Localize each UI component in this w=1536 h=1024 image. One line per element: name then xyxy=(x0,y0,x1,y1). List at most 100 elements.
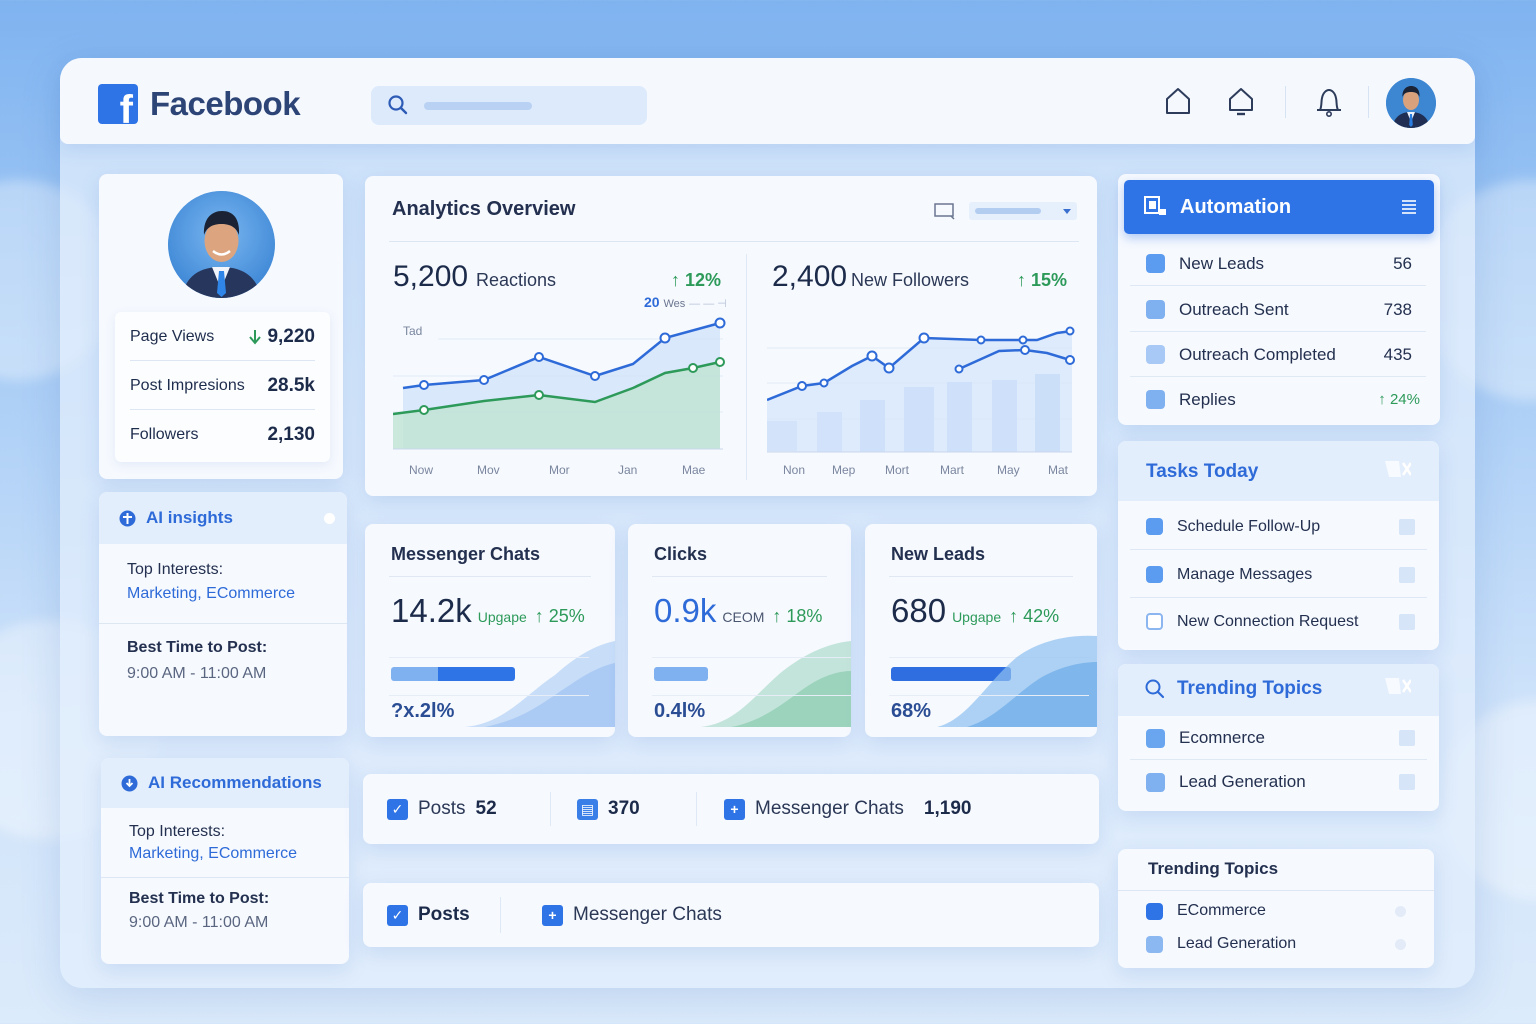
bell-icon[interactable] xyxy=(1314,86,1344,118)
checkbox-checked-icon[interactable] xyxy=(1146,935,1163,953)
close-icon[interactable] xyxy=(1385,461,1411,477)
ai-insights-header[interactable]: AI insights xyxy=(99,492,347,544)
task-item[interactable]: Manage Messages xyxy=(1130,551,1427,598)
automation-header[interactable]: Automation xyxy=(1124,180,1434,234)
x-tick: Mor xyxy=(549,463,570,477)
divider xyxy=(389,695,589,696)
card-title: Analytics Overview xyxy=(392,198,576,220)
trending-item[interactable]: ECommerce xyxy=(1130,896,1422,926)
row-value: 738 xyxy=(1383,299,1412,319)
divider xyxy=(101,877,349,878)
task-item[interactable]: Schedule Follow-Up xyxy=(1130,503,1427,550)
row-label: Replies xyxy=(1179,389,1236,409)
message-icon xyxy=(1146,566,1163,583)
top-interests-value[interactable]: Marketing, ECommerce xyxy=(127,585,296,602)
chats-label: Messenger Chats xyxy=(755,798,904,819)
date-range-dropdown[interactable] xyxy=(969,202,1077,220)
stat-post-impressions[interactable]: Post Impresions 28.5k xyxy=(130,361,315,410)
divider xyxy=(889,657,1089,658)
quick-posts-button[interactable]: ✓ Posts xyxy=(387,904,470,926)
home-icon[interactable] xyxy=(1164,86,1192,116)
close-icon[interactable] xyxy=(1385,678,1411,694)
profile-stats: Page Views 9,220 Post Impresions 28.5k F… xyxy=(115,312,330,462)
chart-annotation: 20 Wes — — ⊣ xyxy=(644,294,727,310)
profile-avatar[interactable] xyxy=(168,191,275,298)
edit-icon[interactable] xyxy=(1399,518,1415,535)
search-icon xyxy=(388,95,408,115)
divider xyxy=(550,792,551,826)
trending-item[interactable]: Lead Generation xyxy=(1130,760,1427,804)
stat-value: 9,220 xyxy=(267,325,315,347)
topic-label: ECommerce xyxy=(1177,902,1266,919)
summary-posts[interactable]: ✓ Posts 52 xyxy=(387,798,497,820)
reactions-label: Reactions xyxy=(476,270,557,290)
best-time-label: Best Time to Post: xyxy=(129,890,270,907)
divider xyxy=(1130,376,1426,377)
row-value: 56 xyxy=(1393,253,1412,273)
checkbox-empty-icon[interactable] xyxy=(1146,613,1163,630)
divider xyxy=(889,576,1073,577)
posts-value: 52 xyxy=(475,798,497,819)
divider xyxy=(652,657,851,658)
tasks-today-card: Tasks Today Schedule Follow-Up Manage Me… xyxy=(1118,441,1439,650)
posts-label: Posts xyxy=(418,904,470,925)
ai-recommendations-header[interactable]: AI Recommendations xyxy=(101,758,349,808)
divider xyxy=(889,695,1089,696)
metric-card-new-leads[interactable]: New Leads 680 Upgape ↑ 42% 68% xyxy=(865,524,1097,737)
automation-row-replies[interactable]: Replies ↑ 24% xyxy=(1130,377,1426,422)
summary-messenger-chats[interactable]: + Messenger Chats 1,190 xyxy=(724,798,971,820)
tasks-header[interactable]: Tasks Today xyxy=(1118,441,1439,501)
search-input[interactable] xyxy=(371,86,647,125)
automation-row-outreach-completed[interactable]: Outreach Completed 435 xyxy=(1130,332,1426,377)
metric-value: 680 Upgape ↑ 42% xyxy=(891,592,1060,629)
brain-icon xyxy=(119,510,136,526)
top-interests-label: Top Interests: xyxy=(127,561,224,578)
task-item[interactable]: New Connection Request xyxy=(1130,598,1427,645)
metric-card-messenger-chats[interactable]: Messenger Chats 14.2k Upgape ↑ 25% ?x.2l% xyxy=(365,524,615,737)
reactions-line-chart[interactable] xyxy=(393,306,733,454)
metric-card-clicks[interactable]: Clicks 0.9k CEOM ↑ 18% 0.4l% xyxy=(628,524,851,737)
automation-row-new-leads[interactable]: New Leads 56 xyxy=(1130,241,1426,286)
top-bar: f Facebook xyxy=(60,58,1475,144)
topic-checkbox[interactable] xyxy=(1399,774,1415,790)
expand-icon[interactable] xyxy=(934,202,956,220)
topic-label: Ecomnerce xyxy=(1179,728,1265,747)
brand-logo[interactable]: f Facebook xyxy=(98,84,301,124)
summary-secondary[interactable]: ▤ 370 xyxy=(577,798,640,820)
task-checkbox[interactable] xyxy=(1399,566,1415,583)
trending-item[interactable]: Ecomnerce xyxy=(1130,716,1427,760)
calendar-icon xyxy=(1146,518,1163,535)
stat-followers[interactable]: Followers 2,130 xyxy=(130,410,315,459)
stat-value: 2,130 xyxy=(267,423,315,445)
followers-line-chart[interactable] xyxy=(767,316,1077,456)
stat-page-views[interactable]: Page Views 9,220 xyxy=(130,312,315,361)
summary-strip: ✓ Posts 52 ▤ 370 + Messenger Chats 1,190 xyxy=(363,774,1099,844)
top-interests-value[interactable]: Marketing, ECommerce xyxy=(129,845,298,862)
card-title: Trending Topics xyxy=(1177,678,1323,699)
area-sparkline xyxy=(465,641,615,727)
row-value: 435 xyxy=(1383,344,1412,364)
checkbox-checked-icon[interactable] xyxy=(1146,902,1163,920)
trending-header[interactable]: Trending Topics xyxy=(1118,664,1439,716)
posts-icon: ✓ xyxy=(387,798,408,820)
card-title: AI insights xyxy=(146,508,233,527)
topic-checkbox[interactable] xyxy=(1399,730,1415,746)
menu-icon[interactable] xyxy=(1402,200,1416,214)
metric-sub: CEOM xyxy=(722,609,765,625)
user-avatar[interactable] xyxy=(1386,78,1436,128)
automation-icon xyxy=(1144,196,1166,215)
notifications-icon[interactable] xyxy=(1227,86,1255,116)
trend-chart-icon xyxy=(1146,728,1165,748)
dropdown-value-bar xyxy=(975,208,1041,214)
divider xyxy=(652,695,851,696)
quick-messenger-chats-button[interactable]: + Messenger Chats xyxy=(542,904,722,926)
automation-row-outreach-sent[interactable]: Outreach Sent 738 xyxy=(1130,287,1426,332)
divider xyxy=(1130,331,1426,332)
trending-topics-card: Trending Topics Ecomnerce Lead Generatio… xyxy=(1118,664,1439,811)
divider xyxy=(389,576,591,577)
task-checkbox[interactable] xyxy=(1399,613,1415,630)
posts-label: Posts xyxy=(418,798,466,819)
trending-item[interactable]: Lead Generation xyxy=(1130,929,1422,959)
stat-label: Post Impresions xyxy=(130,376,245,394)
followers-delta: ↑ 15% xyxy=(1017,270,1068,290)
